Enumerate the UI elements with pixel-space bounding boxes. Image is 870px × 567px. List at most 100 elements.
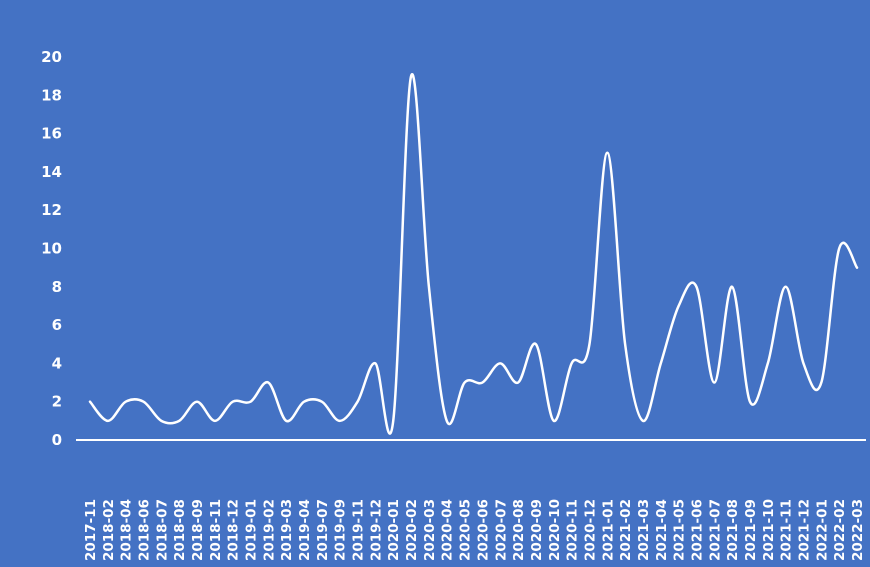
- x-axis-ticks: 2017-11 2018-02 2018-04 2018-06 2018-07 2018-…: [83, 499, 866, 561]
- y-tick-label: 20: [41, 48, 62, 66]
- data-point: [213, 419, 217, 423]
- x-tick-label: 2018-11: [208, 499, 224, 561]
- data-point: [819, 381, 823, 385]
- data-point: [159, 419, 163, 423]
- x-tick-label: 2021-10: [761, 499, 777, 561]
- data-point: [320, 400, 324, 404]
- y-tick-label: 8: [52, 278, 62, 296]
- x-tick-label: 2021-02: [618, 499, 634, 561]
- x-tick-label: 2021-11: [779, 499, 795, 561]
- data-point: [88, 400, 92, 404]
- y-tick-label: 4: [52, 354, 62, 372]
- data-point: [409, 74, 413, 78]
- data-point: [480, 381, 484, 385]
- x-tick-label: 2018-08: [172, 499, 188, 561]
- y-tick-label: 18: [41, 86, 62, 104]
- data-point: [641, 419, 645, 423]
- x-tick-label: 2021-07: [707, 499, 723, 561]
- x-tick-label: 2020-03: [422, 499, 438, 561]
- x-tick-label: 2019-12: [368, 499, 384, 561]
- data-point: [694, 285, 698, 289]
- x-tick-label: 2020-09: [529, 499, 545, 561]
- y-tick-label: 2: [52, 393, 62, 411]
- data-point: [712, 381, 716, 385]
- x-tick-label: 2020-10: [547, 499, 563, 561]
- y-tick-label: 0: [52, 431, 62, 449]
- data-point: [427, 285, 431, 289]
- x-tick-label: 2020-12: [582, 499, 598, 561]
- data-point: [373, 361, 377, 365]
- data-point: [142, 400, 146, 404]
- data-point: [623, 342, 627, 346]
- data-point: [498, 361, 502, 365]
- x-tick-label: 2018-07: [154, 499, 170, 561]
- y-tick-label: 10: [41, 240, 62, 258]
- data-point: [837, 247, 841, 251]
- x-tick-label: 2017-11: [83, 499, 99, 561]
- data-point: [463, 381, 467, 385]
- x-tick-label: 2021-03: [636, 499, 652, 561]
- data-point: [587, 342, 591, 346]
- data-point: [391, 419, 395, 423]
- data-point: [106, 419, 110, 423]
- data-point: [445, 419, 449, 423]
- data-point: [766, 361, 770, 365]
- x-tick-label: 2020-06: [475, 499, 491, 561]
- x-tick-label: 2021-09: [743, 499, 759, 561]
- data-point: [124, 400, 128, 404]
- x-tick-label: 2018-09: [190, 499, 206, 561]
- y-tick-label: 12: [41, 201, 62, 219]
- x-tick-label: 2018-06: [137, 499, 153, 561]
- x-tick-label: 2020-11: [565, 499, 581, 561]
- x-tick-label: 2021-01: [600, 499, 616, 561]
- x-tick-label: 2021-06: [689, 499, 705, 561]
- x-tick-label: 2018-02: [101, 499, 117, 561]
- x-tick-label: 2020-01: [386, 499, 402, 561]
- data-point: [659, 361, 663, 365]
- data-point: [231, 400, 235, 404]
- data-point: [605, 151, 609, 155]
- data-point: [855, 266, 859, 270]
- x-tick-label: 2019-09: [333, 499, 349, 561]
- x-tick-label: 2018-12: [226, 499, 242, 561]
- data-point: [195, 400, 199, 404]
- data-point: [677, 304, 681, 308]
- x-tick-label: 2021-08: [725, 499, 741, 561]
- x-tick-label: 2021-04: [654, 499, 670, 561]
- x-tick-label: 2020-07: [493, 499, 509, 561]
- data-point: [801, 361, 805, 365]
- series-line: [88, 72, 859, 435]
- x-tick-label: 2021-05: [672, 499, 688, 561]
- data-point: [570, 361, 574, 365]
- x-tick-label: 2019-07: [315, 499, 331, 561]
- y-tick-label: 16: [41, 125, 62, 143]
- data-point: [177, 419, 181, 423]
- x-tick-label: 2019-02: [261, 499, 277, 561]
- y-tick-label: 6: [52, 316, 62, 334]
- data-point: [552, 419, 556, 423]
- x-tick-label: 2020-02: [404, 499, 420, 561]
- data-point: [338, 419, 342, 423]
- x-tick-label: 2019-03: [279, 499, 295, 561]
- x-tick-label: 2021-12: [796, 499, 812, 561]
- data-point: [730, 285, 734, 289]
- x-tick-label: 2018-04: [119, 499, 135, 561]
- data-point: [534, 342, 538, 346]
- x-tick-label: 2019-01: [244, 499, 260, 561]
- x-tick-label: 2020-04: [440, 499, 456, 561]
- y-axis-ticks: 0 2 4 6 8 10 12 14 16 18 20: [41, 48, 62, 449]
- x-tick-label: 2022-01: [814, 499, 830, 561]
- x-tick-label: 2020-08: [511, 499, 527, 561]
- data-point: [784, 285, 788, 289]
- x-tick-label: 2020-05: [458, 499, 474, 561]
- x-tick-label: 2019-11: [351, 499, 367, 561]
- x-tick-label: 2022-03: [850, 499, 866, 561]
- data-point: [266, 381, 270, 385]
- data-point: [356, 400, 360, 404]
- data-point: [284, 419, 288, 423]
- data-point: [516, 381, 520, 385]
- x-tick-label: 2022-02: [832, 499, 848, 561]
